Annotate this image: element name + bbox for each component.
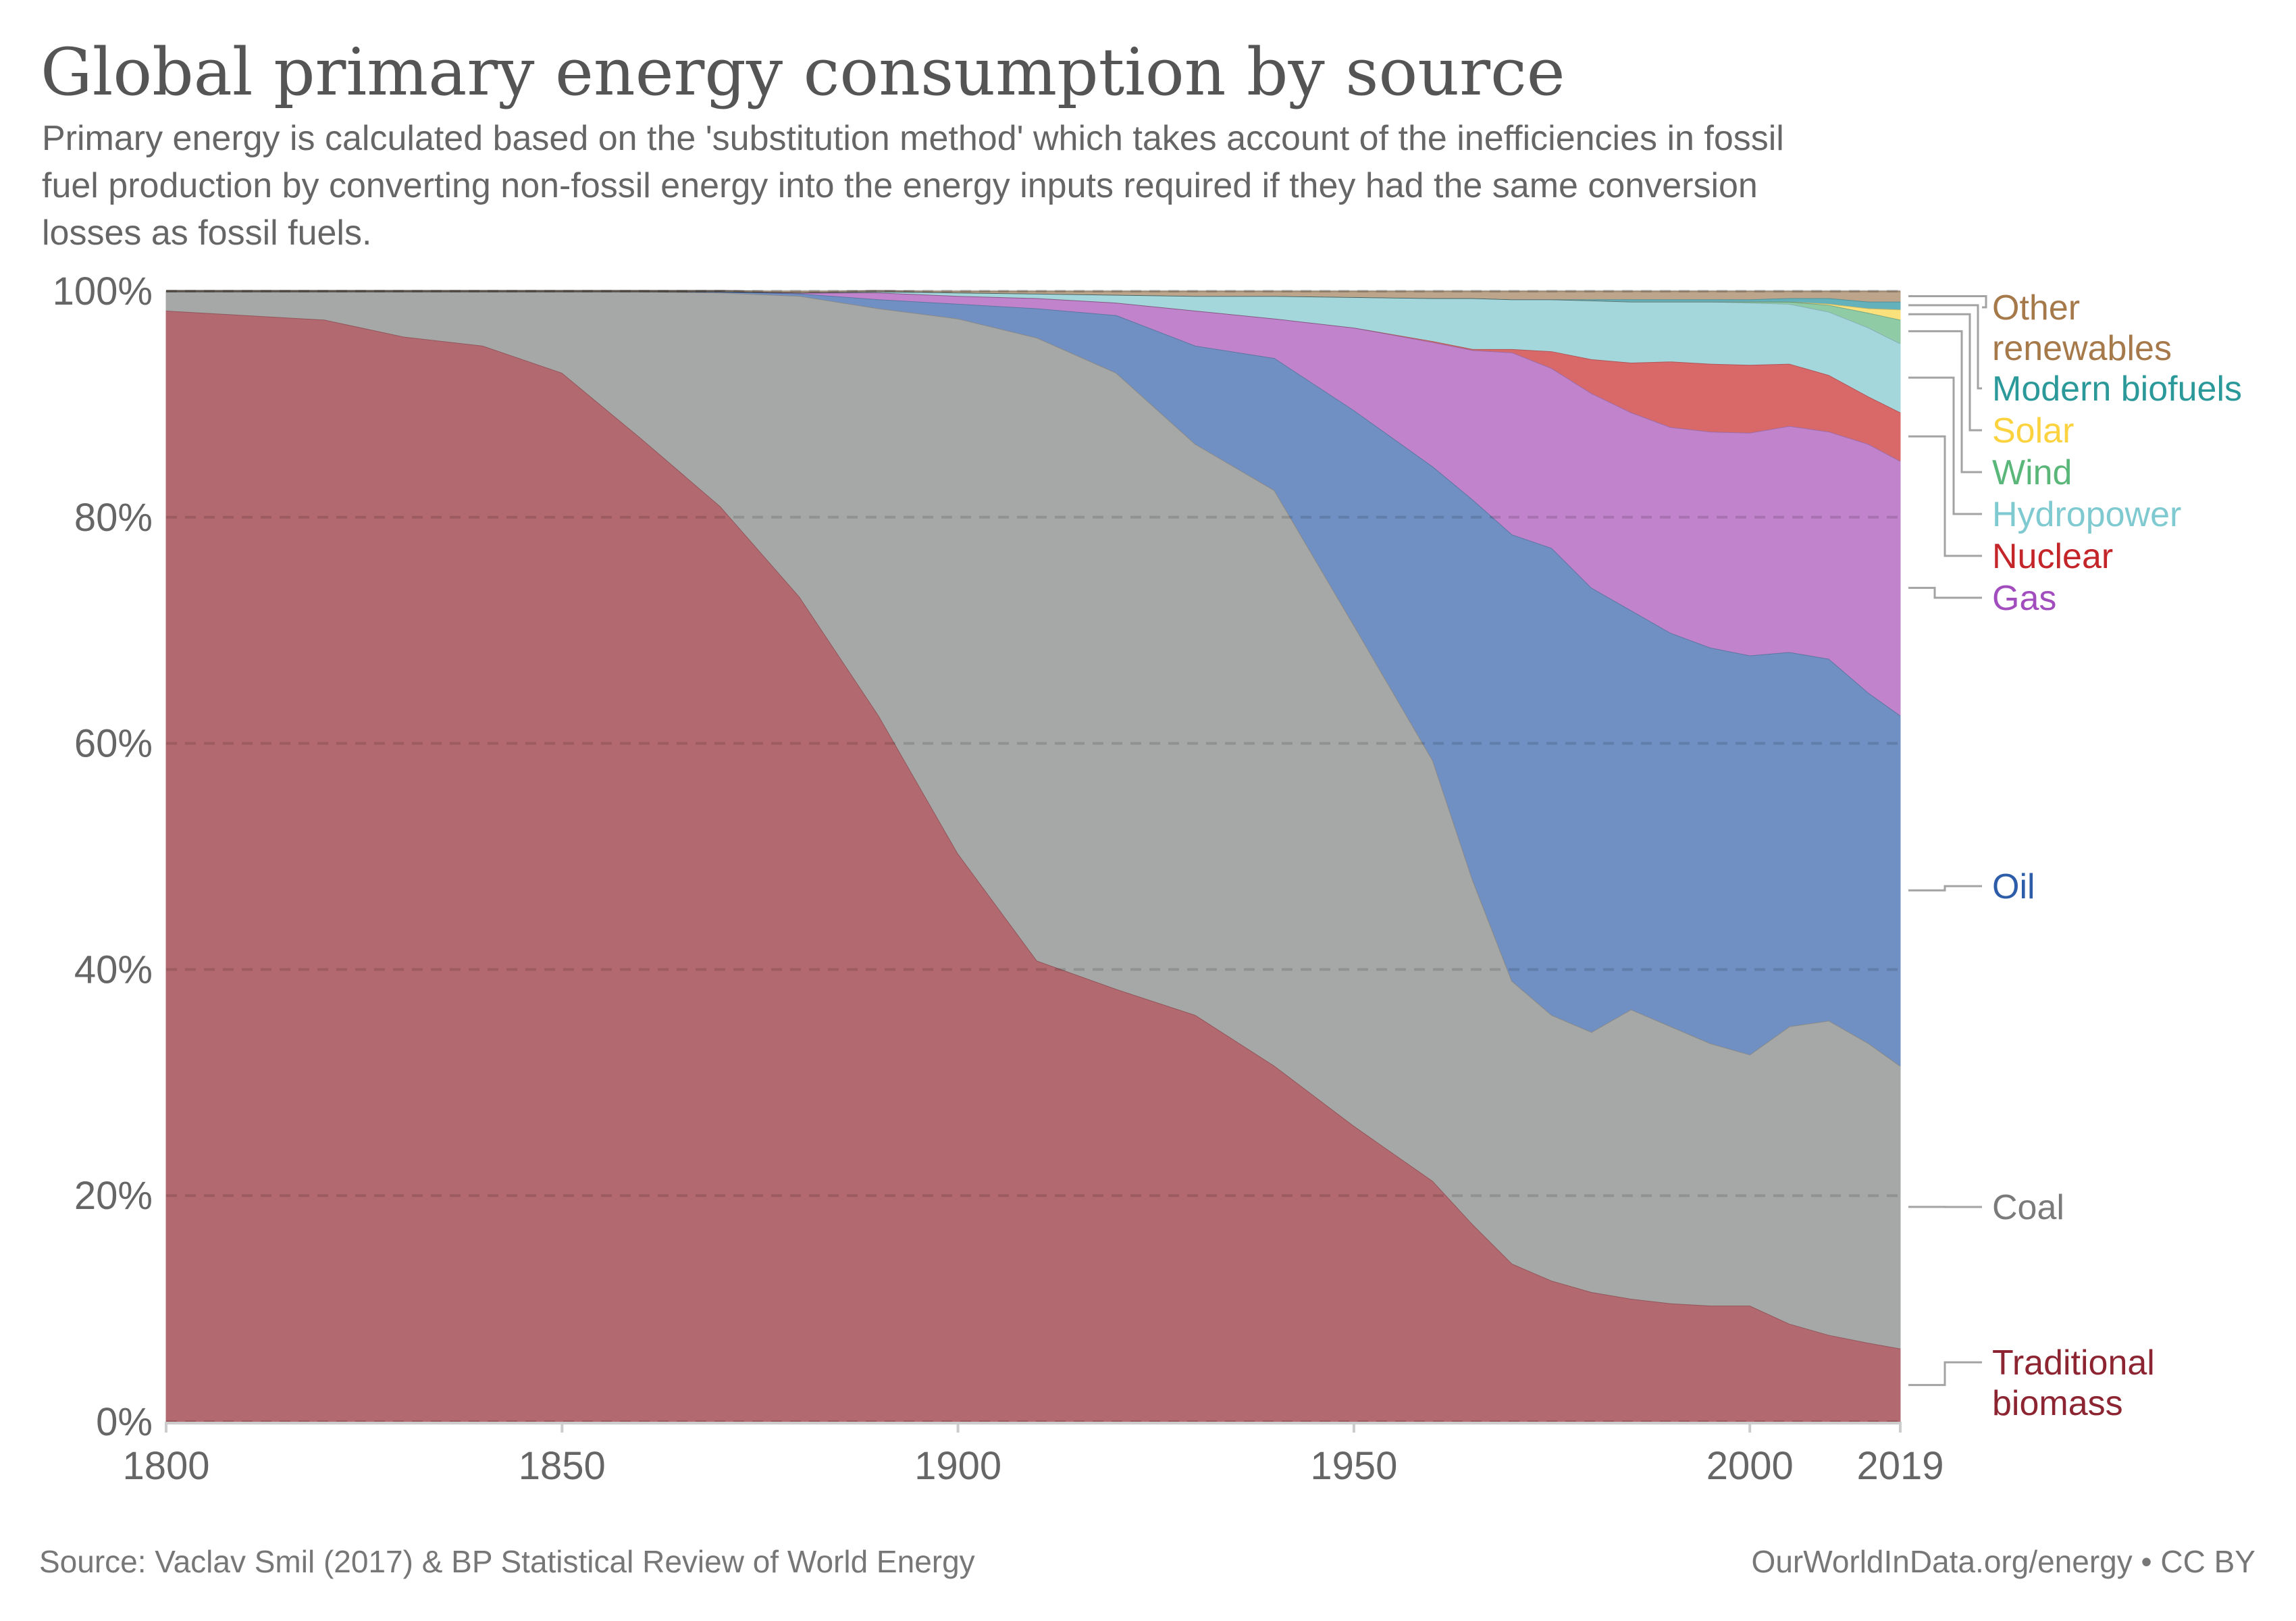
chart-title: Global primary energy consumption by sou… xyxy=(41,34,1565,110)
area-other-renewables[interactable] xyxy=(166,290,1901,302)
legend-label-oil[interactable]: Oil xyxy=(1992,867,2035,906)
legend-label-hydropower[interactable]: Hydropower xyxy=(1992,495,2181,534)
legend-label-solar[interactable]: Solar xyxy=(1992,411,2074,451)
legend-label-wind[interactable]: Wind xyxy=(1992,453,2072,492)
legend-label-other-renewables[interactable]: renewables xyxy=(1992,329,2172,368)
y-tick-label: 20% xyxy=(74,1174,153,1218)
subtitle-line-1: Primary energy is calculated based on th… xyxy=(42,119,1784,158)
x-tick-label: 1900 xyxy=(914,1444,1001,1488)
y-tick-label: 80% xyxy=(74,496,153,540)
legend-connector-hydropower xyxy=(1908,376,1982,515)
y-tick-label: 40% xyxy=(74,948,153,992)
stacked-areas xyxy=(165,290,1901,1422)
y-tick-label: 60% xyxy=(74,722,153,766)
legend-label-other-renewables[interactable]: Other xyxy=(1992,288,2080,328)
legend-label-gas[interactable]: Gas xyxy=(1992,579,2056,618)
x-axis: 1800 1850 1900 1950 2000 2019 xyxy=(122,1422,1944,1488)
legend-connector-oil xyxy=(1908,885,1982,892)
legend-label-coal[interactable]: Coal xyxy=(1992,1188,2064,1227)
legend-connector-other-renewables xyxy=(1908,295,1987,309)
legend-connector-solar xyxy=(1908,313,1982,432)
subtitle-line-2: fuel production by converting non-fossil… xyxy=(42,166,1758,205)
x-tick-label: 2000 xyxy=(1706,1444,1794,1488)
x-tick-label: 1800 xyxy=(122,1444,209,1488)
legend-label-nuclear[interactable]: Nuclear xyxy=(1992,537,2113,576)
legend-label-traditional-biomass[interactable]: Traditional xyxy=(1992,1343,2155,1383)
source-note: Source: Vaclav Smil (2017) & BP Statisti… xyxy=(39,1544,975,1579)
legend-connector-gas xyxy=(1908,586,1982,599)
subtitle-line-3: losses as fossil fuels. xyxy=(42,213,371,253)
legend-connector-nuclear xyxy=(1908,435,1982,557)
x-tick-label: 1850 xyxy=(519,1444,606,1488)
y-axis: 0% 20% 40% 60% 80% 100% xyxy=(53,269,153,1444)
x-tick-label: 1950 xyxy=(1310,1444,1397,1488)
y-tick-label: 0% xyxy=(96,1400,153,1444)
y-tick-label: 100% xyxy=(53,269,153,313)
legend-label-traditional-biomass[interactable]: biomass xyxy=(1992,1384,2123,1423)
legend-connector-wind xyxy=(1908,330,1982,473)
legend-connector-modern-biofuels xyxy=(1908,304,1982,390)
credit-link[interactable]: OurWorldInData.org/energy • CC BY xyxy=(1752,1544,2255,1579)
legend-connector-traditional-biomass xyxy=(1908,1361,1982,1387)
legend-label-modern-biofuels[interactable]: Modern biofuels xyxy=(1992,369,2242,409)
x-tick-label: 2019 xyxy=(1856,1444,1943,1488)
